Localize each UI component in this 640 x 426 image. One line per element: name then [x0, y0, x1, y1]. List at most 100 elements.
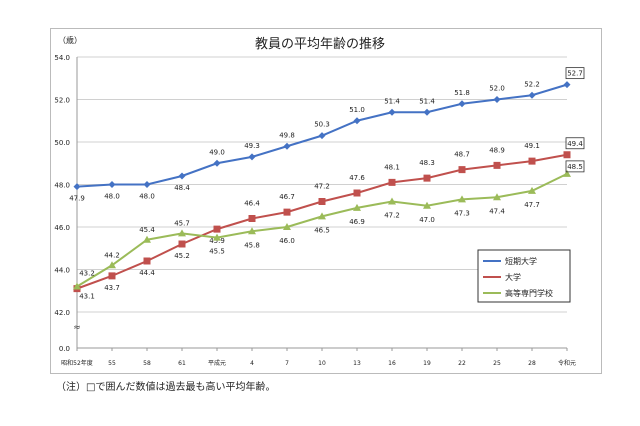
data-label: 48.0 — [104, 193, 120, 201]
x-tick-label: 平成元 — [208, 359, 226, 367]
y-tick-label: 52.0 — [54, 97, 70, 105]
data-label: 45.4 — [139, 226, 155, 234]
data-label: 49.4 — [567, 140, 583, 148]
x-tick-label: 55 — [108, 360, 116, 367]
data-label: 47.2 — [314, 183, 330, 191]
data-point — [458, 100, 466, 108]
data-label: 48.5 — [567, 163, 583, 171]
data-label: 44.4 — [139, 269, 155, 277]
chart-frame — [50, 28, 602, 374]
x-tick-label: 16 — [388, 360, 396, 367]
data-point — [388, 108, 396, 116]
data-label: 43.1 — [79, 293, 95, 301]
data-label: 51.0 — [349, 106, 365, 114]
data-point — [108, 181, 116, 188]
x-tick-label: 10 — [318, 360, 326, 367]
data-label: 46.5 — [314, 226, 330, 234]
data-point — [73, 183, 81, 191]
data-label: 47.2 — [384, 212, 400, 220]
x-tick-label: 昭和52年度 — [61, 359, 93, 367]
data-label: 49.8 — [279, 131, 295, 139]
data-point — [458, 166, 466, 174]
data-point — [318, 132, 326, 140]
data-point — [388, 197, 396, 205]
data-point — [248, 215, 256, 222]
legend-label: 高等専門学校 — [505, 288, 553, 298]
data-point — [283, 142, 291, 150]
data-point — [493, 161, 501, 169]
data-label: 46.4 — [244, 200, 260, 208]
data-point — [143, 235, 151, 243]
data-point — [318, 212, 326, 220]
data-point — [353, 189, 361, 197]
data-point — [283, 223, 291, 230]
data-label: 49.3 — [244, 142, 260, 150]
axis-break-icon: ≈ — [73, 323, 81, 333]
data-point — [178, 172, 186, 180]
data-point — [563, 81, 571, 89]
data-label: 52.0 — [489, 85, 505, 93]
x-tick-label: 4 — [250, 360, 254, 367]
data-label: 49.0 — [209, 148, 225, 156]
x-tick-label: 61 — [178, 360, 186, 367]
record-box — [565, 160, 585, 173]
data-label: 51.4 — [384, 97, 400, 105]
data-label: 44.2 — [104, 251, 120, 259]
data-point — [73, 282, 81, 290]
data-point — [493, 96, 501, 103]
data-point — [178, 240, 186, 248]
data-label: 47.4 — [489, 207, 505, 215]
x-tick-label: 7 — [285, 360, 289, 367]
data-point — [528, 186, 536, 194]
x-tick-label: 28 — [528, 360, 536, 367]
data-point — [458, 195, 466, 203]
data-label: 48.0 — [139, 193, 155, 201]
record-box — [565, 67, 585, 80]
y-axis-unit: （歳） — [58, 35, 82, 45]
data-label: 52.7 — [567, 70, 583, 78]
data-label: 43.2 — [79, 270, 95, 278]
data-point — [143, 257, 151, 265]
record-box — [565, 137, 585, 150]
data-label: 48.3 — [419, 159, 435, 167]
data-label: 48.4 — [174, 184, 190, 192]
data-label: 47.0 — [419, 216, 435, 224]
x-tick-label: 25 — [493, 360, 501, 367]
data-point — [493, 193, 501, 201]
data-point — [248, 153, 256, 161]
y-tick-label: 44.0 — [54, 267, 70, 275]
y-tick-label: 48.0 — [54, 182, 70, 190]
legend-label: 短期大学 — [505, 256, 537, 266]
y-tick-label: 54.0 — [54, 54, 70, 62]
data-label: 51.8 — [454, 89, 470, 97]
data-point — [213, 159, 221, 167]
data-point — [108, 272, 116, 280]
data-label: 51.4 — [419, 97, 435, 105]
data-point — [353, 203, 361, 211]
data-point — [423, 201, 431, 209]
data-point — [248, 227, 256, 235]
data-label: 45.8 — [244, 241, 260, 249]
data-label: 48.9 — [489, 146, 505, 154]
data-label: 47.6 — [349, 174, 365, 182]
data-point — [423, 108, 431, 116]
data-point — [423, 174, 431, 182]
data-label: 45.9 — [209, 237, 225, 245]
data-point — [563, 169, 571, 177]
data-label: 46.9 — [349, 218, 365, 226]
data-label: 43.7 — [104, 284, 120, 292]
y-tick-label: 46.0 — [54, 224, 70, 232]
data-label: 45.7 — [174, 219, 190, 227]
legend-label: 大学 — [505, 272, 521, 282]
data-label: 48.1 — [384, 163, 400, 171]
data-label: 52.2 — [524, 80, 540, 88]
data-label: 46.0 — [279, 237, 295, 245]
data-point — [108, 261, 116, 269]
data-label: 45.2 — [174, 252, 190, 260]
data-point — [318, 198, 326, 205]
data-label: 45.5 — [209, 248, 225, 256]
data-label: 47.3 — [454, 209, 470, 217]
data-label: 47.9 — [69, 195, 85, 203]
x-tick-label: 13 — [353, 360, 361, 367]
